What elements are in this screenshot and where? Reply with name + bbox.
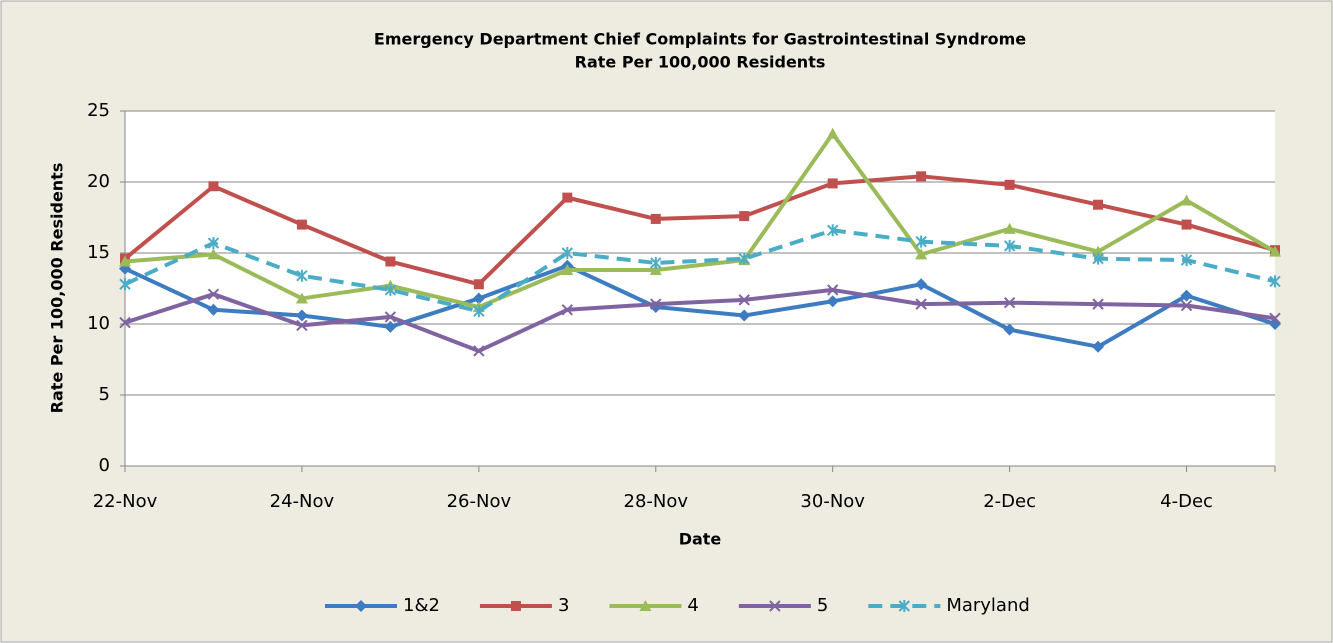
marker xyxy=(826,127,839,139)
marker xyxy=(639,600,652,611)
marker xyxy=(1180,254,1193,267)
marker xyxy=(826,224,839,237)
x-tick-label: 22-Nov xyxy=(93,491,158,512)
y-tick-label: 25 xyxy=(87,100,110,121)
marker xyxy=(207,303,220,316)
y-tick-label: 15 xyxy=(87,242,110,263)
marker xyxy=(738,309,751,322)
marker xyxy=(1180,299,1193,312)
legend-label: 4 xyxy=(687,595,698,616)
x-tick-label: 30-Nov xyxy=(800,491,865,512)
marker xyxy=(385,256,396,267)
marker xyxy=(561,304,574,316)
marker xyxy=(384,311,397,323)
marker xyxy=(472,292,485,305)
marker xyxy=(650,298,662,310)
marker xyxy=(916,171,927,182)
marker xyxy=(1092,245,1105,257)
marker xyxy=(915,235,927,248)
series-line xyxy=(124,263,1276,349)
series-line xyxy=(124,287,1276,353)
marker xyxy=(739,211,750,222)
marker xyxy=(738,252,750,265)
marker xyxy=(1092,298,1104,310)
marker xyxy=(208,181,219,192)
marker xyxy=(384,320,397,333)
marker xyxy=(296,319,308,332)
marker xyxy=(296,269,308,282)
marker xyxy=(295,292,308,304)
marker xyxy=(561,247,574,259)
marker xyxy=(296,219,307,230)
marker xyxy=(1092,252,1104,265)
marker xyxy=(473,279,484,290)
series-line xyxy=(124,131,1277,309)
marker xyxy=(915,278,928,291)
marker xyxy=(1093,199,1104,210)
marker xyxy=(1180,194,1193,206)
x-tick-label: 4-Dec xyxy=(1160,491,1213,512)
marker xyxy=(826,284,839,296)
y-axis-title: Rate Per 100,000 Residents xyxy=(48,163,67,414)
x-axis-title: Date xyxy=(679,530,722,549)
y-tick-label: 5 xyxy=(99,384,110,405)
marker xyxy=(119,316,131,329)
marker xyxy=(1003,323,1016,336)
chart-title: Emergency Department Chief Complaints fo… xyxy=(374,30,1026,49)
marker xyxy=(510,601,521,611)
legend-label: 3 xyxy=(558,595,569,616)
y-tick-label: 20 xyxy=(87,171,110,192)
marker xyxy=(650,213,661,224)
marker xyxy=(1092,340,1105,353)
legend-label: 5 xyxy=(817,595,828,616)
x-tick-label: 28-Nov xyxy=(624,491,689,512)
marker xyxy=(384,283,397,296)
marker xyxy=(561,264,574,276)
marker xyxy=(826,295,839,308)
y-tick-label: 10 xyxy=(87,313,110,334)
marker xyxy=(827,178,838,189)
marker xyxy=(1269,245,1281,257)
marker xyxy=(1180,289,1193,302)
series-line xyxy=(123,174,1276,287)
marker xyxy=(649,264,662,276)
legend-label: 1&2 xyxy=(403,595,440,616)
marker xyxy=(915,298,927,310)
marker xyxy=(769,600,781,612)
marker xyxy=(1269,312,1281,325)
marker xyxy=(1003,296,1016,309)
plot-area xyxy=(125,111,1275,466)
marker xyxy=(1004,179,1015,190)
marker xyxy=(562,192,573,203)
chart-subtitle: Rate Per 100,000 Residents xyxy=(575,53,826,72)
marker xyxy=(295,309,308,322)
marker xyxy=(119,278,131,291)
series-line xyxy=(124,228,1276,314)
y-tick-label: 0 xyxy=(99,455,110,476)
marker xyxy=(1181,219,1192,230)
marker xyxy=(1269,275,1281,288)
marker xyxy=(915,248,928,260)
marker xyxy=(207,288,220,300)
x-tick-label: 2-Dec xyxy=(983,491,1036,512)
marker xyxy=(207,248,220,260)
marker xyxy=(1003,222,1016,234)
x-tick-label: 26-Nov xyxy=(447,491,512,512)
marker xyxy=(355,600,367,612)
x-tick-label: 24-Nov xyxy=(270,491,335,512)
legend-label: Maryland xyxy=(946,595,1029,616)
marker xyxy=(119,255,131,267)
marker xyxy=(473,345,485,357)
marker xyxy=(738,294,750,306)
marker xyxy=(898,600,911,612)
marker xyxy=(473,305,485,318)
marker xyxy=(650,256,662,269)
marker xyxy=(1003,239,1016,252)
marker xyxy=(207,237,220,250)
